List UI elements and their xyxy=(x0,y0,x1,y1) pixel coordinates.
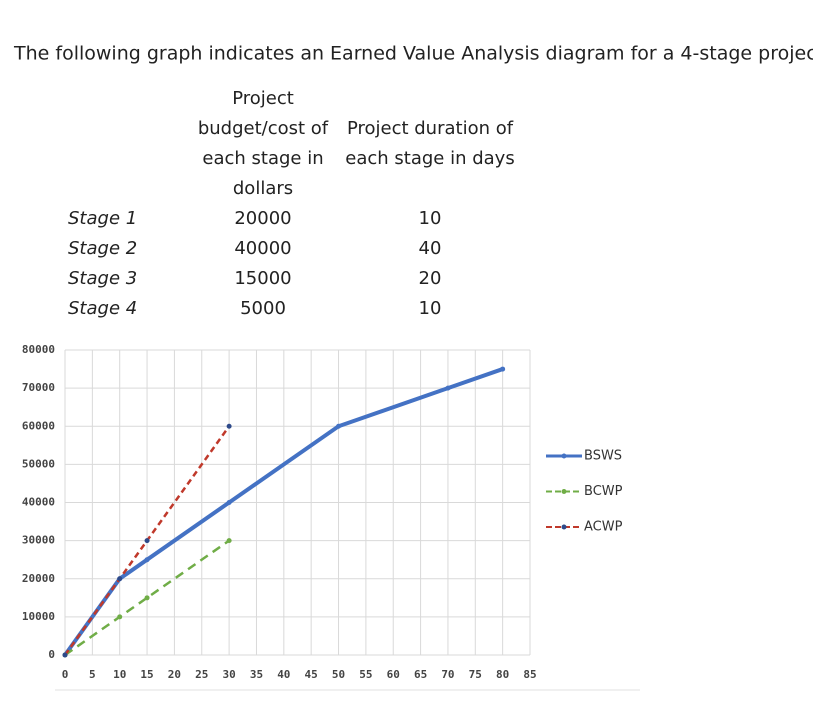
column-header: Project xyxy=(232,88,294,109)
series-line xyxy=(63,425,231,656)
x-tick-label: 80 xyxy=(496,668,509,681)
data-point xyxy=(336,423,342,429)
x-tick-label: 55 xyxy=(359,668,372,681)
legend-label: ACWP xyxy=(584,520,623,535)
y-tick-label: 80000 xyxy=(22,343,55,356)
column-header: each stage in xyxy=(202,148,323,169)
budget-cell: 40000 xyxy=(234,238,291,259)
column-header: each stage in days xyxy=(345,148,514,169)
budget-cell: 5000 xyxy=(240,298,286,319)
duration-cell: 10 xyxy=(419,298,442,319)
budget-cell: 15000 xyxy=(234,268,291,289)
y-tick-label: 0 xyxy=(48,648,55,661)
x-tick-label: 35 xyxy=(250,668,263,681)
y-tick-label: 50000 xyxy=(22,457,55,470)
x-tick-label: 5 xyxy=(89,668,96,681)
y-tick-label: 20000 xyxy=(22,572,55,585)
y-tick-label: 30000 xyxy=(22,534,55,547)
row-label: Stage 1 xyxy=(68,208,137,229)
data-point xyxy=(226,500,232,505)
x-tick-label: 50 xyxy=(332,668,345,681)
x-tick-label: 75 xyxy=(469,668,482,681)
data-point xyxy=(226,538,232,544)
x-tick-label: 70 xyxy=(441,668,454,681)
series-line xyxy=(64,539,230,657)
x-tick-label: 65 xyxy=(414,668,427,681)
data-point xyxy=(117,576,123,582)
y-tick-label: 40000 xyxy=(22,496,55,509)
duration-cell: 10 xyxy=(419,208,442,229)
x-tick-label: 40 xyxy=(277,668,290,681)
legend-marker xyxy=(561,524,567,530)
data-point xyxy=(500,366,506,372)
x-tick-label: 25 xyxy=(195,668,208,681)
legend-label: BSWS xyxy=(584,449,622,464)
row-label: Stage 2 xyxy=(68,238,137,259)
duration-cell: 40 xyxy=(419,238,442,259)
legend-label: BCWP xyxy=(584,484,623,499)
column-header: dollars xyxy=(233,178,293,199)
x-tick-label: 45 xyxy=(305,668,318,681)
data-point xyxy=(117,614,123,620)
legend-marker xyxy=(561,489,567,494)
y-tick-label: 60000 xyxy=(22,419,55,432)
column-header: budget/cost of xyxy=(198,118,329,139)
budget-cell: 20000 xyxy=(234,208,291,229)
data-point xyxy=(445,385,451,391)
y-tick-label: 10000 xyxy=(22,610,55,623)
data-point xyxy=(144,557,150,563)
data-point xyxy=(226,423,232,429)
x-tick-label: 60 xyxy=(387,668,400,681)
column-header: Project duration of xyxy=(347,118,514,139)
data-point xyxy=(144,595,150,601)
data-point xyxy=(62,652,68,658)
intro-text: The following graph indicates an Earned … xyxy=(13,43,813,65)
duration-cell: 20 xyxy=(419,268,442,289)
x-tick-label: 20 xyxy=(168,668,181,681)
x-tick-label: 0 xyxy=(62,668,69,681)
legend-marker xyxy=(561,453,567,459)
x-tick-label: 85 xyxy=(523,668,536,681)
row-label: Stage 4 xyxy=(68,298,137,319)
x-tick-label: 15 xyxy=(140,668,153,681)
row-label: Stage 3 xyxy=(68,268,137,289)
x-tick-label: 10 xyxy=(113,668,126,681)
y-tick-label: 70000 xyxy=(22,381,55,394)
x-tick-label: 30 xyxy=(222,668,235,681)
data-point xyxy=(144,538,150,544)
